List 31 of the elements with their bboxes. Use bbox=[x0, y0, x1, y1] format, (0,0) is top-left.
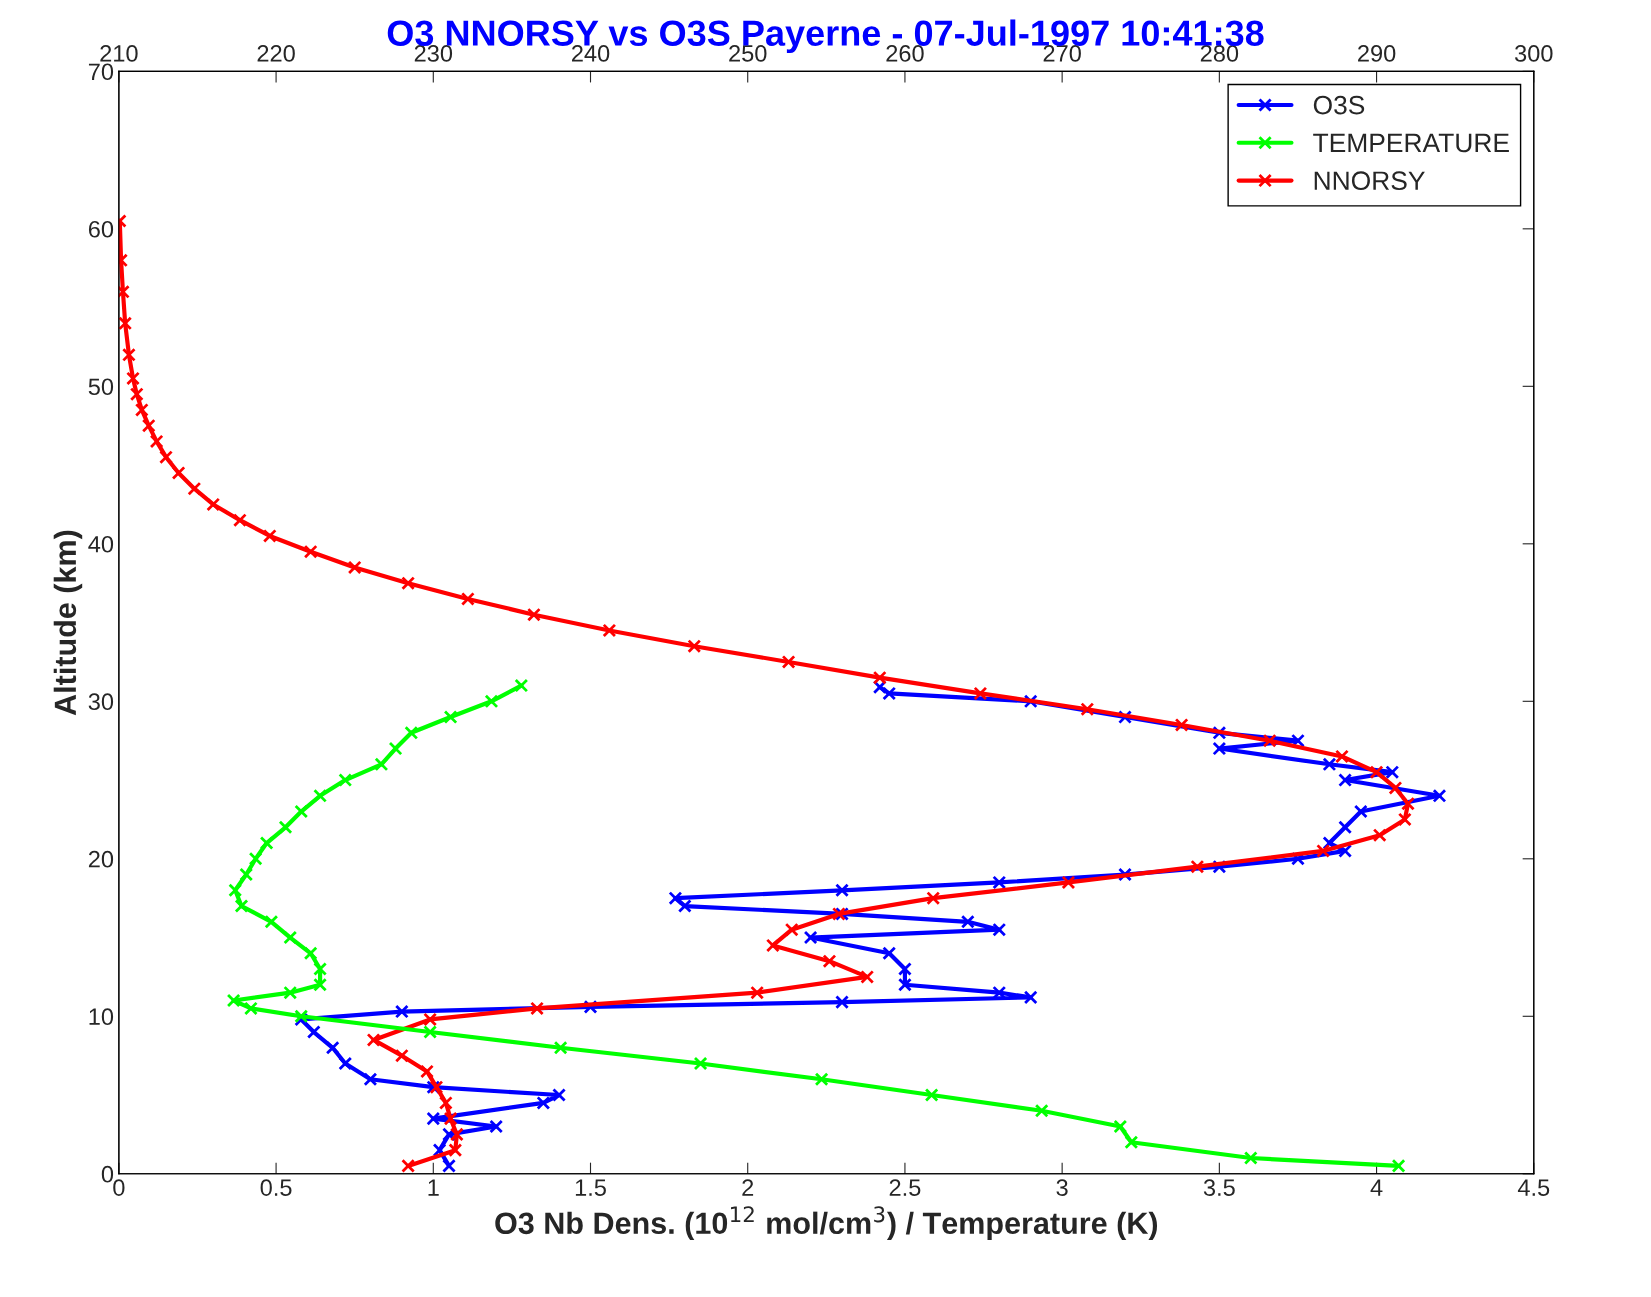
x-axis-title: O3 Nb Dens. (10$^{12}$ mol/cm$^{3}$) / Temperature (K) bbox=[495, 1206, 1158, 1241]
y-tick-label: 60 bbox=[88, 220, 114, 238]
x-tick-label: 3.5 bbox=[1203, 1179, 1235, 1196]
x-tick-label: 4.5 bbox=[1517, 1179, 1550, 1196]
y-tick-label: 40 bbox=[88, 535, 114, 553]
x-tick-label: 2 bbox=[742, 1179, 754, 1196]
y-tick-label: 70 bbox=[88, 63, 114, 81]
x2-tick-label: 210 bbox=[100, 45, 138, 62]
y-axis-title: Altitude (km) bbox=[53, 530, 83, 716]
x-tick-label: 1 bbox=[428, 1179, 439, 1196]
y-tick-label: 10 bbox=[89, 1008, 114, 1026]
x-tick-label: 2.5 bbox=[889, 1179, 921, 1196]
x2-tick-label: 300 bbox=[1514, 45, 1553, 62]
x-tick-label: 3 bbox=[1056, 1179, 1068, 1196]
y-tick-label: 50 bbox=[88, 378, 114, 396]
y-tick-label: 0 bbox=[101, 1165, 114, 1183]
legend-label: O3S bbox=[1313, 95, 1365, 115]
legend-label: NNORSY bbox=[1314, 171, 1425, 191]
x2-tick-label: 220 bbox=[257, 45, 295, 62]
x2-tick-label: 270 bbox=[1043, 45, 1081, 62]
x-tick-label: 1.5 bbox=[575, 1179, 606, 1196]
x2-tick-label: 280 bbox=[1200, 45, 1239, 62]
x2-tick-label: 240 bbox=[572, 45, 610, 62]
x2-tick-label: 260 bbox=[886, 45, 924, 62]
x-tick-label: 0 bbox=[113, 1179, 125, 1196]
legend-label: TEMPERATURE bbox=[1313, 133, 1509, 153]
x-tick-label: 0.5 bbox=[260, 1179, 292, 1196]
x-tick-label: 4 bbox=[1370, 1179, 1383, 1196]
y-tick-label: 20 bbox=[88, 850, 114, 868]
x2-tick-label: 290 bbox=[1358, 45, 1396, 62]
y-tick-label: 30 bbox=[88, 693, 114, 711]
